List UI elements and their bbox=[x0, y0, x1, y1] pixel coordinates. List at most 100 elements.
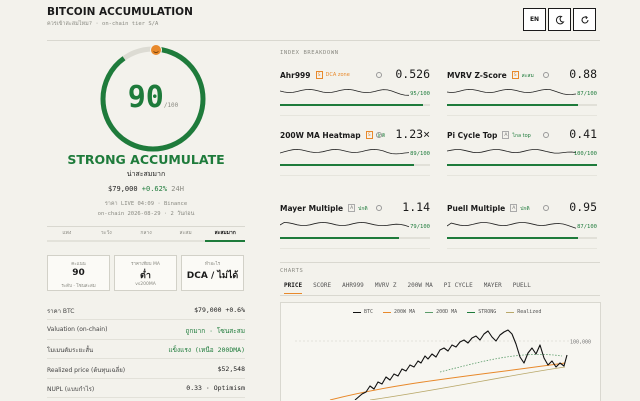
sparkline-path bbox=[280, 221, 410, 228]
live-source: ราคา LIVE 04:09 · Binance bbox=[104, 201, 188, 207]
section-title: CHARTS bbox=[280, 268, 304, 274]
sparkline bbox=[280, 88, 410, 96]
card-tag: ไกล top bbox=[512, 133, 531, 139]
card-tier: A bbox=[510, 204, 518, 212]
score-bar bbox=[447, 237, 578, 239]
app-subtitle: ควรเข้าสะสมไหม? · on-chain tier S/A bbox=[47, 21, 159, 27]
price-line: $79,000 +0.62% 24H bbox=[47, 185, 245, 193]
sparkline-path bbox=[447, 88, 577, 96]
score-bar bbox=[447, 104, 578, 106]
chart-tab[interactable]: AHR999 bbox=[342, 282, 364, 289]
stat-sub: vs200MA bbox=[135, 282, 156, 287]
realized-line bbox=[369, 366, 566, 400]
legend-label: STRONG bbox=[478, 309, 497, 315]
zone-segment: สะสม bbox=[165, 229, 206, 242]
language-button[interactable]: EN bbox=[523, 8, 546, 31]
card-divider bbox=[280, 115, 430, 116]
card-divider bbox=[280, 248, 430, 249]
chart-tab[interactable]: PUELL bbox=[512, 282, 531, 289]
card-score: 79/100 bbox=[410, 224, 430, 230]
chart-tab[interactable]: PRICE bbox=[284, 282, 303, 294]
score-bar bbox=[280, 104, 423, 106]
btc-price-line bbox=[354, 329, 568, 400]
card-tier: S bbox=[315, 71, 323, 79]
sparkline bbox=[280, 221, 410, 228]
card-name: Pi Cycle Top bbox=[447, 131, 498, 140]
card-divider bbox=[447, 115, 597, 116]
zone-segment: กลาง bbox=[126, 229, 166, 242]
info-icon[interactable] bbox=[376, 72, 382, 78]
legend-label: 200W MA bbox=[394, 309, 416, 315]
chart-tab[interactable]: PI CYCLE bbox=[443, 282, 473, 289]
info-icon[interactable] bbox=[543, 132, 549, 138]
card-name: 200W MA Heatmap bbox=[280, 131, 361, 140]
legend-label: 200D MA bbox=[436, 309, 458, 315]
row-value: 0.33 · Optimism bbox=[186, 384, 245, 392]
price: $79,000 bbox=[108, 185, 138, 193]
sparkline bbox=[447, 222, 577, 229]
sparkline bbox=[447, 149, 577, 154]
info-icon[interactable] bbox=[543, 72, 549, 78]
section-title: INDEX BREAKDOWN bbox=[280, 50, 339, 56]
row-divider bbox=[47, 338, 245, 340]
y-tick-label: 100,000 bbox=[570, 340, 591, 346]
stat-value: DCA / ไม่ได้ bbox=[186, 271, 239, 281]
stat-box: ราคาเทียบ MA ต่ำ vs200MA bbox=[114, 255, 177, 291]
chart-tab[interactable]: MVRV Z bbox=[374, 282, 397, 289]
card-value: 1.14 bbox=[402, 200, 430, 214]
sparkline-path bbox=[280, 148, 410, 155]
index-card: 200W MA Heatmap S ปกติ 1.23× 89/100 bbox=[280, 127, 430, 179]
score-gauge bbox=[100, 44, 206, 152]
card-value: 1.23× bbox=[395, 127, 430, 141]
info-icon[interactable] bbox=[376, 205, 382, 211]
row-label: โมเมนตัมระยะสั้น bbox=[47, 347, 94, 354]
chart-tab[interactable]: 200W MA bbox=[407, 282, 433, 289]
index-card: Ahr999 S DCA zone 0.526 95/100 bbox=[280, 67, 430, 119]
row-label: Realized price (ต้นทุนเฉลี่ย) bbox=[47, 366, 126, 374]
chart-tab[interactable]: MAYER bbox=[483, 282, 502, 289]
stat-label: คะแนน bbox=[71, 262, 86, 267]
info-icon[interactable] bbox=[376, 132, 382, 138]
legend-label: Realized bbox=[517, 309, 542, 315]
gauge-value: 90 bbox=[127, 80, 164, 115]
gauge-marker-face bbox=[153, 51, 159, 53]
verdict: STRONG ACCUMULATE bbox=[67, 152, 225, 167]
info-icon[interactable] bbox=[543, 205, 549, 211]
onchain-date: on-chain 2026-08-29 · 2 วันก่อน bbox=[97, 211, 195, 217]
refresh-button[interactable] bbox=[573, 8, 596, 31]
card-name: MVRV Z-Score bbox=[447, 71, 507, 80]
legend-swatch bbox=[467, 312, 476, 314]
card-value: 0.41 bbox=[569, 127, 597, 141]
row-divider bbox=[47, 319, 245, 320]
header-divider bbox=[47, 40, 600, 41]
index-card: MVRV Z-Score S สะสม 0.88 87/100 bbox=[447, 67, 597, 119]
card-divider bbox=[447, 175, 597, 176]
score-bar bbox=[447, 164, 597, 166]
stat-box: คะแนน 90 ระดับ · โซนสะสม bbox=[47, 255, 110, 291]
card-tier: A bbox=[502, 131, 510, 139]
card-name: Ahr999 bbox=[280, 71, 311, 80]
section-divider bbox=[280, 262, 600, 263]
row-divider bbox=[47, 397, 245, 398]
refresh-icon bbox=[581, 15, 588, 23]
stat-label: ราคาเทียบ MA bbox=[131, 262, 160, 267]
row-value: $52,548 bbox=[217, 364, 245, 373]
row-divider bbox=[47, 358, 245, 359]
price-chart: 100,000 bbox=[295, 329, 591, 400]
chart-tab[interactable]: SCORE bbox=[313, 282, 332, 289]
card-tier: A bbox=[348, 204, 356, 212]
zone-segment: ระวัง bbox=[86, 229, 127, 242]
verdict-sub: น่าสะสมมาก bbox=[126, 170, 166, 178]
card-score: 87/100 bbox=[577, 91, 597, 97]
moon-icon bbox=[555, 15, 564, 24]
card-value: 0.526 bbox=[395, 67, 430, 81]
gauge-max: /100 bbox=[163, 102, 179, 109]
card-divider bbox=[280, 175, 430, 176]
stat-sub: ระดับ · โซนสะสม bbox=[61, 284, 96, 289]
theme-button[interactable] bbox=[548, 8, 571, 31]
card-score: 87/100 bbox=[577, 224, 597, 230]
score-bar bbox=[280, 237, 399, 239]
app-title: BITCOIN ACCUMULATION bbox=[47, 6, 193, 18]
sparkline bbox=[447, 88, 577, 96]
